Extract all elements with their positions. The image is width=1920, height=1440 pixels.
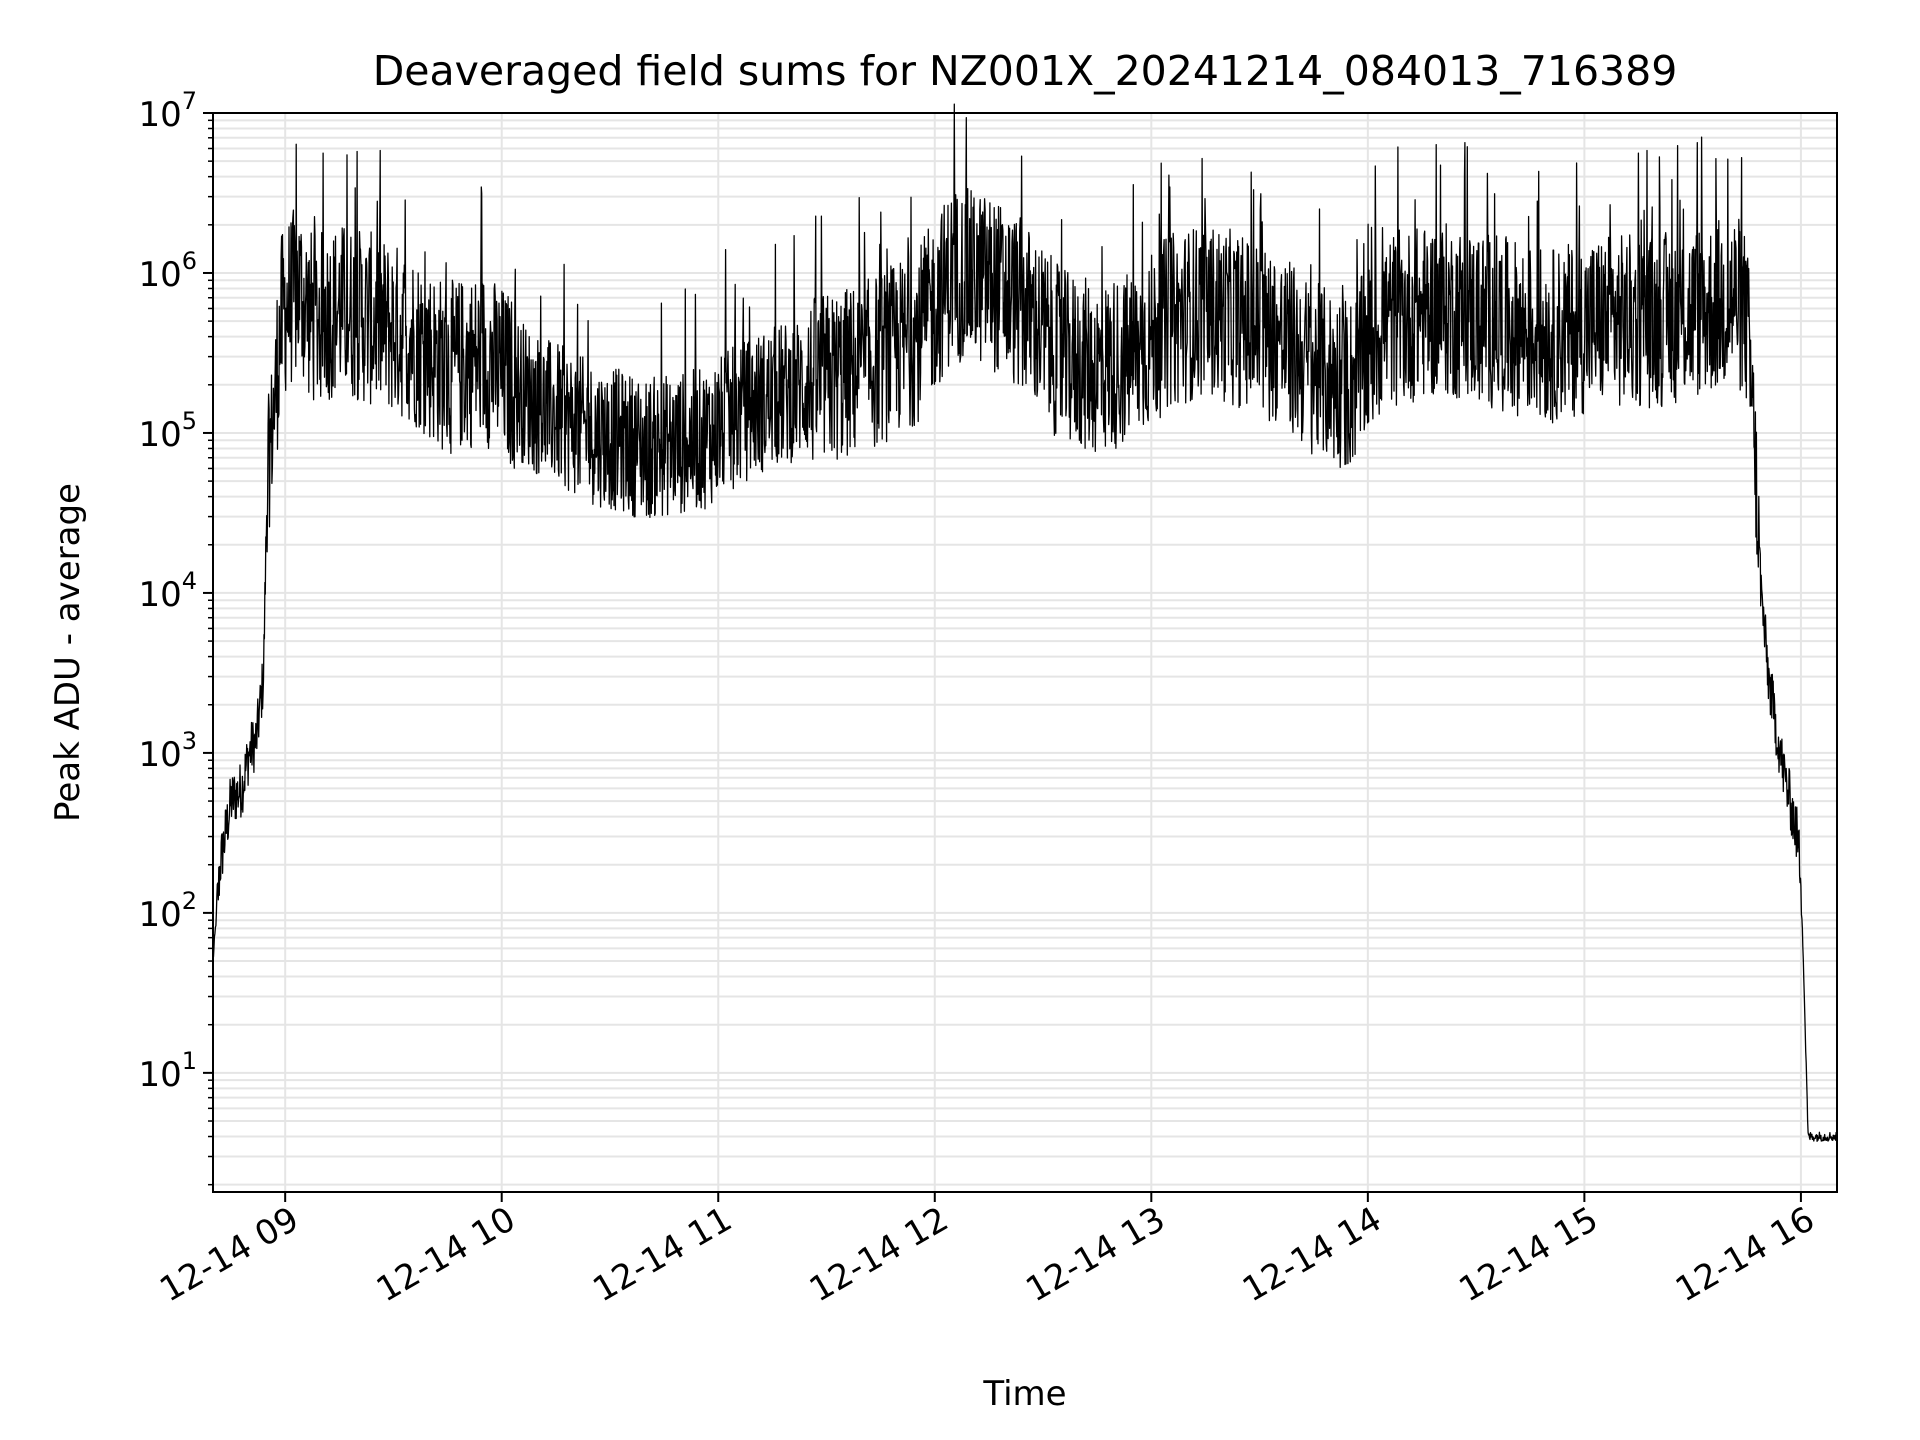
y-tick-label: 101 bbox=[138, 1047, 197, 1095]
y-tick-exponent: 7 bbox=[182, 87, 197, 115]
y-tick-base: 10 bbox=[138, 1055, 181, 1095]
y-tick-exponent: 4 bbox=[182, 567, 197, 595]
y-tick-exponent: 5 bbox=[182, 407, 197, 435]
y-tick-base: 10 bbox=[138, 95, 181, 135]
y-tick-exponent: 6 bbox=[182, 247, 197, 275]
y-tick-label: 107 bbox=[138, 87, 197, 135]
series-line bbox=[212, 103, 1838, 1142]
y-tick-label: 105 bbox=[138, 407, 197, 455]
y-axis-label: Peak ADU - average bbox=[48, 483, 88, 822]
y-tick-label: 104 bbox=[138, 567, 197, 615]
series-group bbox=[212, 103, 1838, 1142]
y-tick-exponent: 2 bbox=[182, 887, 197, 915]
x-axis-label: Time bbox=[982, 1374, 1066, 1414]
y-tick-label: 103 bbox=[138, 727, 197, 775]
y-tick-exponent: 1 bbox=[182, 1047, 197, 1075]
chart-title: Deaveraged field sums for NZ001X_2024121… bbox=[373, 47, 1678, 95]
plot-area-frame bbox=[212, 112, 1838, 1193]
y-tick-base: 10 bbox=[138, 895, 181, 935]
y-tick-label: 106 bbox=[138, 247, 197, 295]
y-tick-base: 10 bbox=[138, 735, 181, 775]
y-tick-base: 10 bbox=[138, 575, 181, 615]
y-tick-base: 10 bbox=[138, 255, 181, 295]
y-tick-exponent: 3 bbox=[182, 727, 197, 755]
y-tick-label: 102 bbox=[138, 887, 197, 935]
y-tick-base: 10 bbox=[138, 415, 181, 455]
grid-lines bbox=[213, 112, 1837, 1192]
